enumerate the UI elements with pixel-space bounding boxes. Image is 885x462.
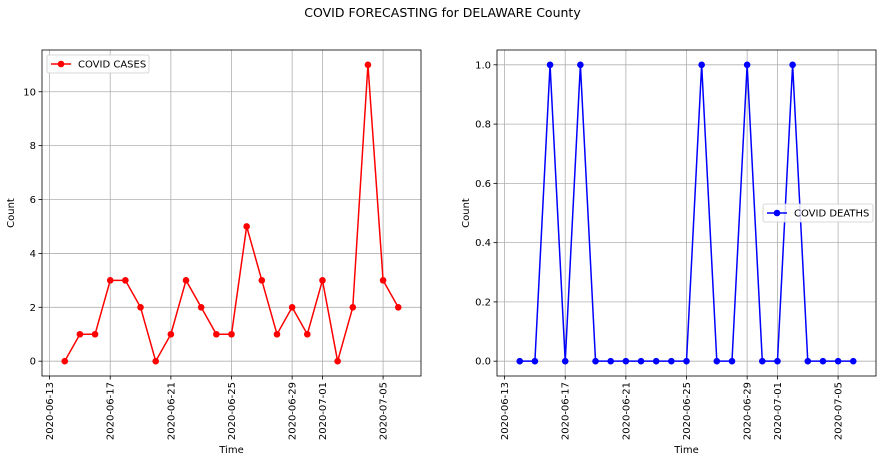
data-point	[243, 223, 250, 230]
legend-marker	[773, 209, 781, 217]
plot-frame	[41, 49, 422, 377]
data-point	[637, 357, 645, 365]
data-point	[334, 357, 341, 365]
data-point	[819, 357, 827, 365]
x-tick-label: 2020-06-29	[288, 382, 299, 440]
data-point	[607, 357, 614, 365]
y-tick-label: 1.0	[475, 60, 491, 71]
data-point	[152, 357, 159, 365]
legend: COVID CASES	[46, 54, 150, 74]
data-point	[698, 61, 705, 69]
legend-box	[46, 54, 150, 74]
x-tick-label: 2020-06-25	[682, 382, 693, 440]
y-tick-label: 4	[30, 249, 36, 260]
legend-label: COVID DEATHS	[794, 209, 869, 220]
data-point	[182, 277, 190, 284]
y-axis-label: Count	[6, 198, 17, 228]
y-tick-label: 0	[30, 357, 36, 368]
x-axis-label: Time	[673, 445, 698, 456]
y-tick-label: 0.6	[475, 179, 491, 190]
x-tick-label: 2020-06-17	[561, 382, 572, 440]
x-tick-label: 2020-07-05	[834, 382, 845, 440]
data-point	[228, 330, 235, 338]
data-point	[76, 330, 84, 338]
data-point	[728, 357, 736, 365]
data-point	[577, 61, 584, 69]
legend-box	[762, 203, 874, 223]
data-point	[394, 303, 402, 311]
y-tick-label: 8	[30, 141, 36, 152]
data-point	[349, 303, 357, 311]
data-point	[91, 330, 99, 338]
data-point	[288, 303, 296, 311]
y-axis-label: Count	[461, 198, 472, 228]
y-tick-label: 0.0	[475, 357, 491, 368]
chart-panel-deaths: 2020-06-13 2020-06-17 2020-06-21 2020-06-25…	[461, 49, 877, 456]
data-point	[849, 357, 857, 365]
data-point	[774, 357, 781, 365]
legend-label: COVID CASES	[78, 60, 146, 71]
data-point	[834, 357, 842, 365]
data-point	[531, 357, 539, 365]
data-point	[379, 277, 387, 284]
x-tick-label: 2020-07-05	[379, 382, 390, 440]
data-point	[137, 303, 144, 311]
data-point	[743, 61, 751, 69]
data-point	[364, 61, 372, 69]
data-point	[789, 61, 796, 69]
data-point	[652, 357, 660, 365]
data-point	[167, 330, 175, 338]
y-tick-label: 0.2	[475, 297, 491, 308]
data-point	[258, 277, 266, 284]
x-tick-label: 2020-06-29	[743, 382, 754, 440]
x-tick-label: 2020-06-17	[106, 382, 117, 440]
data-point	[197, 303, 205, 311]
y-tick-label: 2	[30, 303, 36, 314]
y-tick-label: 6	[30, 195, 36, 206]
chart-panel-cases: 2020-06-13 2020-06-17 2020-06-21 2020-06-25…	[6, 49, 422, 456]
data-point	[273, 330, 281, 338]
data-point	[546, 61, 554, 69]
x-tick-label: 2020-07-01	[318, 382, 329, 440]
data-point	[592, 357, 599, 365]
x-axis-label: Time	[218, 445, 243, 456]
data-point	[106, 277, 114, 284]
y-tick-label: 0.4	[475, 238, 491, 249]
x-tick-label: 2020-06-13	[45, 382, 56, 440]
x-tick-label: 2020-06-25	[227, 382, 238, 440]
data-point	[61, 357, 69, 365]
data-point	[759, 357, 766, 365]
data-point	[683, 357, 690, 365]
data-point	[622, 357, 630, 365]
data-point	[668, 357, 675, 365]
y-tick-label: 0.8	[475, 120, 491, 131]
x-tick-label: 2020-06-13	[500, 382, 511, 440]
data-point	[713, 357, 721, 365]
data-point	[319, 277, 326, 284]
x-tick-label: 2020-06-21	[621, 382, 632, 440]
data-point	[122, 277, 129, 284]
data-point	[304, 330, 311, 338]
data-point	[516, 357, 524, 365]
data-point	[213, 330, 220, 338]
x-tick-label: 2020-06-21	[166, 382, 177, 440]
figure-title: COVID FORECASTING for DELAWARE County	[304, 5, 581, 20]
plot-frame	[496, 49, 877, 377]
legend-marker	[57, 60, 65, 68]
x-tick-label: 2020-07-01	[773, 382, 784, 440]
legend: COVID DEATHS	[762, 203, 874, 223]
data-point	[561, 357, 569, 365]
data-point	[804, 357, 812, 365]
y-tick-label: 10	[23, 87, 36, 98]
